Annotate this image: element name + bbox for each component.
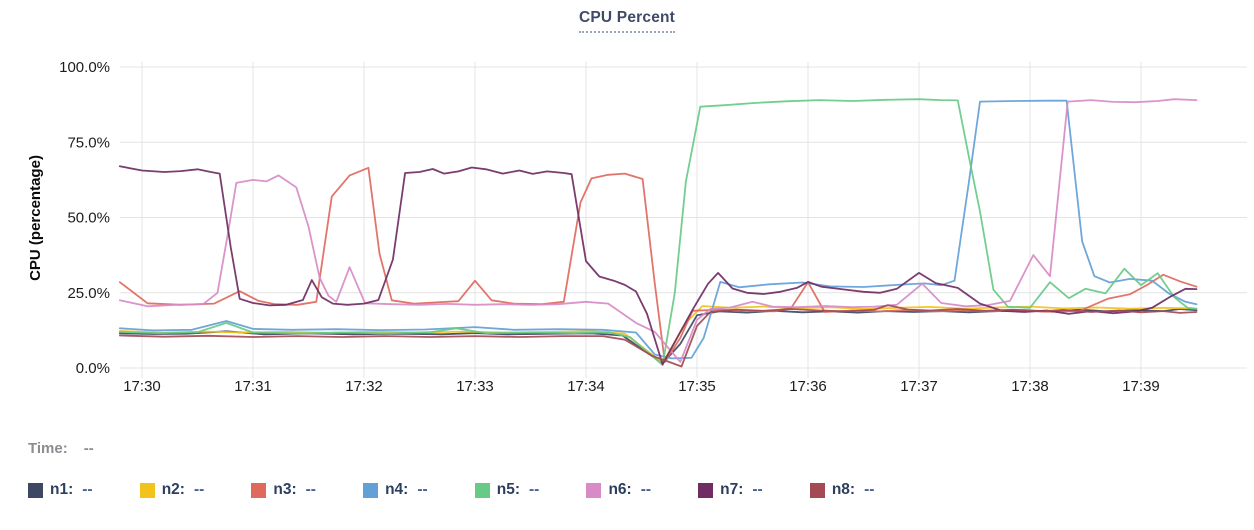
legend-swatch-n3	[251, 482, 267, 498]
time-row: Time: --	[28, 440, 94, 457]
legend-label-n3: n3:	[273, 481, 297, 498]
x-tick-label: 17:37	[900, 378, 938, 395]
legend-label-n6: n6:	[608, 481, 632, 498]
chart-title[interactable]: CPU Percent	[578, 9, 676, 33]
series-line-n4	[118, 99, 1198, 360]
x-tick-label: 17:38	[1011, 378, 1049, 395]
legend-swatch-n8	[809, 482, 825, 498]
cpu-chart-canvas[interactable]: 17:30 17:31 17:32 17:33 17:34 17:35 17:36 17:37…	[0, 0, 1254, 420]
legend-swatch-n1	[28, 482, 43, 498]
legend-item-n4[interactable]: n4: --	[363, 481, 475, 499]
x-tick-label: 17:34	[567, 378, 605, 395]
series-line-n8	[118, 304, 1198, 368]
series-line-n6	[118, 98, 1198, 363]
legend-value-n4: --	[417, 481, 428, 498]
legend-label-n2: n2:	[161, 481, 185, 498]
legend-item-n2[interactable]: n2: --	[139, 481, 252, 499]
legend-item-n8[interactable]: n8: --	[809, 481, 922, 499]
legend-value-n1: --	[82, 481, 93, 498]
legend-value-n3: --	[305, 481, 316, 498]
legend-item-n1[interactable]: n1: --	[28, 481, 140, 499]
legend-item-n5[interactable]: n5: --	[474, 481, 587, 499]
legend-item-n3[interactable]: n3: --	[251, 481, 363, 499]
legend-item-n6[interactable]: n6: --	[586, 481, 698, 499]
time-value: --	[83, 440, 94, 457]
y-tick-label: 25.0%	[67, 285, 110, 302]
legend: n1: -- n2: -- n3: -- n4: -- n5: -- n6: -- n7: -- n8: --	[28, 481, 922, 499]
series-line-n7	[118, 165, 1198, 366]
y-tick-label: 0.0%	[76, 360, 110, 377]
y-tick-label: 100.0%	[59, 59, 110, 76]
legend-swatch-n2	[139, 482, 155, 498]
legend-swatch-n5	[474, 482, 490, 498]
legend-label-n8: n8:	[831, 481, 856, 498]
legend-value-n7: --	[752, 481, 763, 498]
x-tick-label: 17:35	[678, 378, 716, 395]
legend-label-n7: n7:	[720, 481, 744, 498]
legend-value-n8: --	[864, 481, 875, 498]
legend-swatch-n4	[363, 482, 379, 498]
x-tick-label: 17:39	[1122, 378, 1160, 395]
x-tick-label: 17:31	[234, 378, 272, 395]
legend-item-n7[interactable]: n7: --	[698, 481, 810, 499]
x-tick-label: 17:36	[789, 378, 827, 395]
x-tick-label: 17:33	[456, 378, 494, 395]
series-line-n5	[118, 98, 1198, 366]
x-tick-label: 17:32	[345, 378, 383, 395]
x-tick-label: 17:30	[123, 378, 161, 395]
legend-label-n4: n4:	[385, 481, 409, 498]
chart-title-wrap: CPU Percent	[0, 9, 1254, 33]
legend-value-n6: --	[640, 481, 652, 498]
y-tick-label: 75.0%	[67, 134, 110, 151]
legend-swatch-n6	[586, 482, 602, 498]
legend-value-n5: --	[529, 481, 540, 498]
legend-swatch-n7	[698, 482, 714, 498]
legend-value-n2: --	[193, 481, 205, 498]
legend-label-n1: n1:	[50, 481, 74, 498]
legend-label-n5: n5:	[496, 481, 520, 498]
y-axis-title: CPU (percentage)	[27, 155, 44, 281]
time-label: Time:	[28, 440, 68, 457]
y-tick-label: 50.0%	[67, 210, 110, 227]
